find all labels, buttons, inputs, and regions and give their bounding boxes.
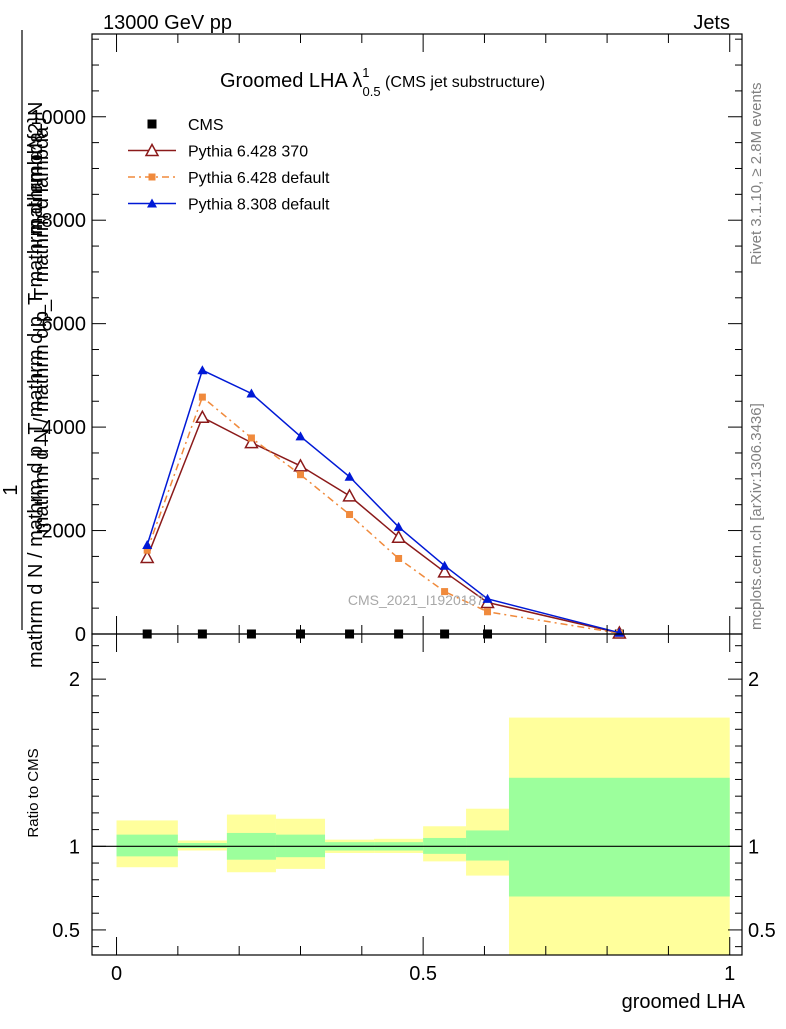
legend-label: Pythia 6.428 370 (188, 144, 308, 161)
data-point (482, 593, 493, 603)
legend-label: Pythia 8.308 default (188, 197, 330, 214)
title-paren: (CMS jet substructure) (381, 74, 545, 91)
data-point (195, 409, 210, 424)
ratio-ytick-label: 2 (69, 669, 80, 691)
data-point (246, 388, 257, 398)
main-ylabel: mathrm d^{2}N mathrm d N / mathrm d p_T … (0, 30, 53, 668)
analysis-watermark: CMS_2021_I1920187 (348, 592, 484, 608)
series-pythia-8-308-default (142, 365, 625, 637)
xtick-label: 0 (111, 963, 122, 985)
ratio-ylabel: Ratio to CMS (25, 748, 42, 837)
data-point (293, 458, 308, 472)
ratio-stat-band (116, 834, 178, 857)
data-point (296, 471, 304, 479)
legend-marker (147, 198, 157, 208)
data-point (244, 435, 259, 449)
ylabel-numerator: mathrm d^{2}N (25, 102, 47, 235)
energy-beam-label: 13000 GeV pp (103, 12, 232, 34)
ratio-ytick-label: 1 (69, 836, 80, 858)
title-subscript: 0.5 (363, 84, 381, 99)
main-ytick-label: 2000 (42, 521, 87, 543)
legend-label: Pythia 6.428 default (188, 170, 330, 187)
series-pythia-6-428-default (143, 393, 623, 637)
data-point (295, 431, 306, 441)
ratio-ytick-label: 0.5 (52, 920, 80, 942)
chart-title: Groomed LHA λ1 0.5 (CMS jet substructure) (220, 65, 545, 99)
main-ytick-label: 4000 (42, 417, 87, 439)
title-main-text: Groomed LHA (220, 70, 352, 92)
ylabel-denominator: mathrm d N / mathrm d p_T mathrm d p_T m… (25, 131, 47, 668)
data-point (391, 529, 406, 544)
legend-item: CMS (147, 117, 224, 134)
legend-marker (144, 142, 160, 157)
legend: CMS Pythia 6.428 370 Pythia 6.428 default P… (128, 117, 330, 214)
main-ytick-label: 6000 (42, 314, 87, 336)
data-point (437, 564, 452, 578)
data-point (197, 365, 208, 375)
process-label: Jets (693, 12, 730, 34)
rivet-version-label: Rivet 3.1.10, ≥ 2.8M events (748, 83, 765, 266)
xtick-label: 0.5 (409, 963, 437, 985)
main-ytick-label: 8000 (42, 210, 87, 232)
data-point (393, 521, 404, 531)
data-point (441, 588, 449, 596)
data-point (344, 471, 355, 481)
data-point (439, 560, 450, 570)
legend-marker (147, 119, 157, 129)
legend-marker (148, 173, 156, 181)
legend-label: CMS (188, 117, 224, 134)
data-point (198, 393, 206, 401)
data-point (346, 511, 354, 519)
data-point (142, 540, 153, 550)
main-ytick-label: 0 (75, 624, 86, 646)
xlabel: groomed LHA (622, 991, 746, 1013)
data-point (395, 554, 403, 562)
data-point (247, 434, 255, 442)
xtick-label: 1 (724, 963, 735, 985)
title-lambda: λ (352, 70, 362, 92)
legend-item: Pythia 6.428 370 (128, 142, 308, 161)
ratio-stat-band (508, 777, 730, 897)
legend-item: Pythia 6.428 default (128, 170, 330, 187)
main-ytick-label: 10000 (30, 107, 86, 129)
mcplots-source-label: mcplots.cern.ch [arXiv:1306.3436] (748, 403, 765, 630)
ratio-ytick-label-right: 1 (748, 836, 759, 858)
series-pythia-6-428-370 (139, 409, 627, 639)
data-point (139, 549, 155, 564)
data-point (143, 546, 151, 554)
ratio-ytick-label-right: 0.5 (748, 920, 776, 942)
ratio-plot-frame (91, 633, 743, 956)
ylabel-one: 1 (0, 484, 22, 495)
ratio-stat-band (466, 830, 509, 861)
title-superscript: 1 (362, 65, 369, 80)
ratio-stat-band (177, 842, 227, 848)
data-point (484, 608, 492, 616)
data-point (342, 488, 357, 502)
ylabel-overlap: mathrm d N / mathrm d p_T mathrm d lambd… (31, 126, 53, 533)
legend-item: Pythia 8.308 default (128, 197, 330, 214)
ratio-ytick-label-right: 2 (748, 669, 759, 691)
